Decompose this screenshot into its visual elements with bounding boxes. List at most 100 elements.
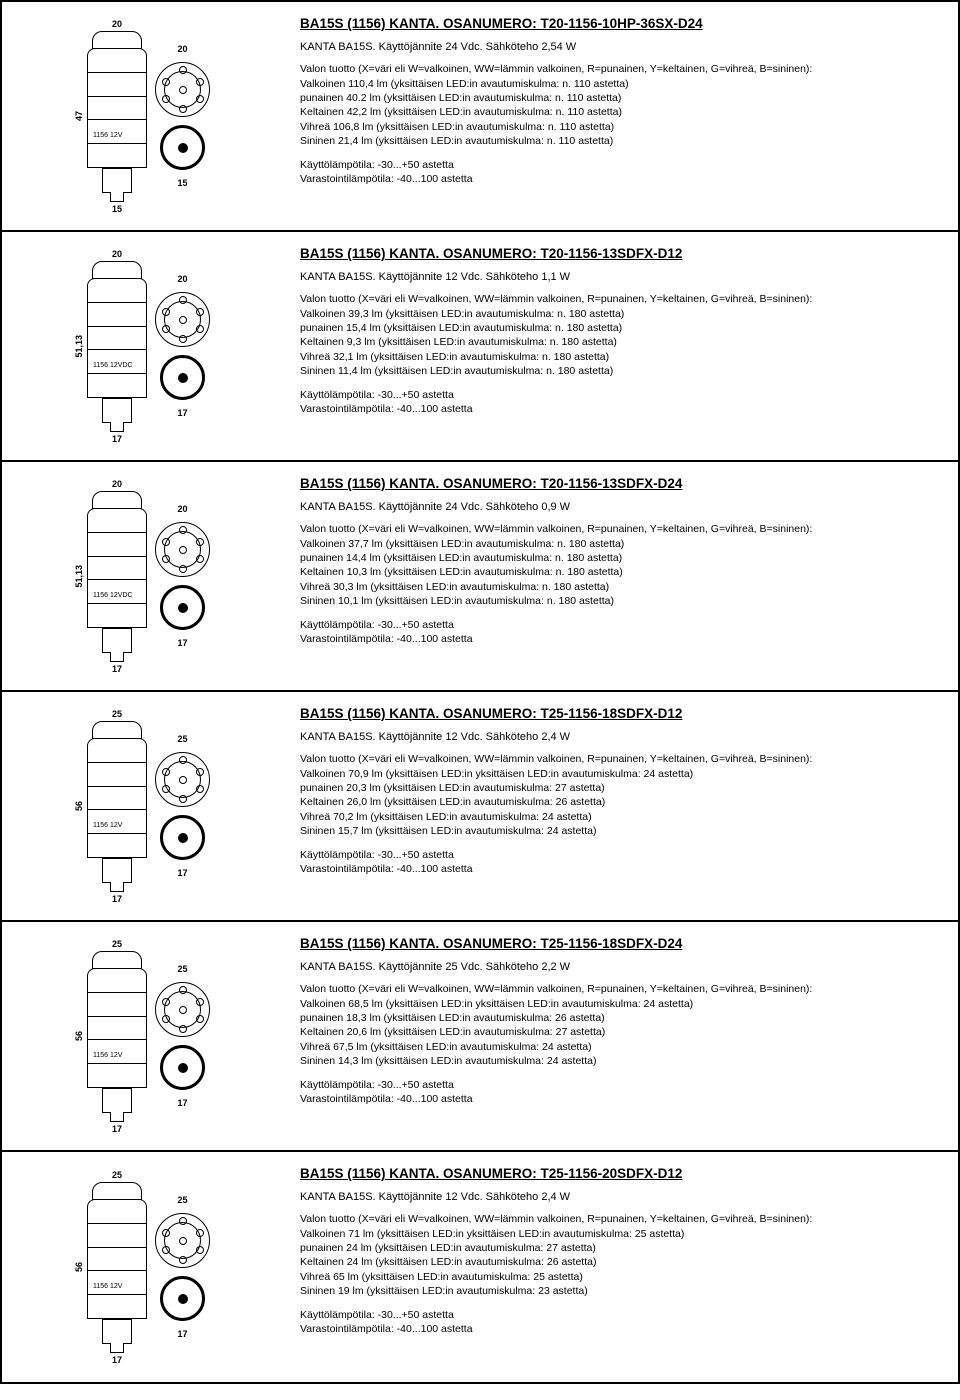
color-legend: Valon tuotto (X=väri eli W=valkoinen, WW… — [300, 523, 940, 535]
dimension-width: 25 — [112, 709, 122, 719]
lumen-line: Vihreä 30,3 lm (yksittäisen LED:in avaut… — [300, 580, 940, 594]
color-legend: Valon tuotto (X=väri eli W=valkoinen, WW… — [300, 753, 940, 765]
lumen-line: punainen 40.2 lm (yksittäisen LED:in ava… — [300, 91, 940, 105]
bulb-model-label: 1156 12V — [93, 1283, 122, 1290]
dimension-height: 56 — [74, 1031, 84, 1041]
product-diagram-cell: 51,13201156 12VDC172017 — [2, 462, 282, 690]
lumen-list: Valkoinen 71 lm (yksittäisen LED:in yksi… — [300, 1227, 940, 1298]
product-subtitle: KANTA BA15S. Käyttöjännite 12 Vdc. Sähkö… — [300, 271, 940, 283]
product-subtitle: KANTA BA15S. Käyttöjännite 24 Vdc. Sähkö… — [300, 41, 940, 53]
lumen-list: Valkoinen 68,5 lm (yksittäisen LED:in yk… — [300, 997, 940, 1068]
dimension-base-right: 17 — [177, 868, 187, 878]
product-diagram-cell: 51,13201156 12VDC172017 — [2, 232, 282, 460]
color-legend: Valon tuotto (X=väri eli W=valkoinen, WW… — [300, 983, 940, 995]
dimension-base-right: 17 — [177, 1329, 187, 1339]
product-text-cell: BA15S (1156) KANTA. OSANUMERO: T20-1156-… — [282, 2, 958, 230]
product-text-cell: BA15S (1156) KANTA. OSANUMERO: T20-1156-… — [282, 232, 958, 460]
lumen-line: punainen 18,3 lm (yksittäisen LED:in ava… — [300, 1011, 940, 1025]
lumen-line: Keltainen 42,2 lm (yksittäisen LED:in av… — [300, 105, 940, 119]
lumen-line: punainen 24 lm (yksittäisen LED:in avaut… — [300, 1241, 940, 1255]
bottom-view-icon — [160, 355, 205, 400]
product-text-cell: BA15S (1156) KANTA. OSANUMERO: T20-1156-… — [282, 462, 958, 690]
temperature-block: Käyttölämpötila: -30...+50 astettaVarast… — [300, 388, 940, 416]
product-row: 56251156 12V172517BA15S (1156) KANTA. OS… — [2, 922, 958, 1152]
product-diagram-cell: 56251156 12V172517 — [2, 922, 282, 1150]
bottom-view-icon — [160, 1276, 205, 1321]
dimension-base: 17 — [112, 664, 122, 674]
storage-temp: Varastointilämpötila: -40...100 astetta — [300, 632, 940, 646]
lumen-line: Vihreä 106,8 lm (yksittäisen LED:in avau… — [300, 120, 940, 134]
product-row: 56251156 12V172517BA15S (1156) KANTA. OS… — [2, 1152, 958, 1382]
dimension-width-right: 25 — [177, 964, 187, 974]
top-view-icon — [155, 1213, 210, 1268]
top-view-icon — [155, 62, 210, 117]
operating-temp: Käyttölämpötila: -30...+50 astetta — [300, 618, 940, 632]
dimension-width-right: 25 — [177, 734, 187, 744]
lumen-list: Valkoinen 70,9 lm (yksittäisen LED:in yk… — [300, 767, 940, 838]
dimension-width-right: 20 — [177, 504, 187, 514]
dimension-width-right: 20 — [177, 274, 187, 284]
product-text-cell: BA15S (1156) KANTA. OSANUMERO: T25-1156-… — [282, 692, 958, 920]
dimension-base-right: 17 — [177, 408, 187, 418]
product-title: BA15S (1156) KANTA. OSANUMERO: T20-1156-… — [300, 16, 940, 31]
storage-temp: Varastointilämpötila: -40...100 astetta — [300, 172, 940, 186]
lumen-line: punainen 15,4 lm (yksittäisen LED:in ava… — [300, 321, 940, 335]
temperature-block: Käyttölämpötila: -30...+50 astettaVarast… — [300, 1078, 940, 1106]
lumen-line: Keltainen 10,3 lm (yksittäisen LED:in av… — [300, 565, 940, 579]
lumen-line: Keltainen 26,0 lm (yksittäisen LED:in av… — [300, 795, 940, 809]
dimension-width: 20 — [112, 19, 122, 29]
dimension-width: 25 — [112, 1170, 122, 1180]
product-text-cell: BA15S (1156) KANTA. OSANUMERO: T25-1156-… — [282, 922, 958, 1150]
temperature-block: Käyttölämpötila: -30...+50 astettaVarast… — [300, 158, 940, 186]
dimension-width-right: 20 — [177, 44, 187, 54]
lumen-line: Keltainen 20,6 lm (yksittäisen LED:in av… — [300, 1025, 940, 1039]
top-view-icon — [155, 982, 210, 1037]
storage-temp: Varastointilämpötila: -40...100 astetta — [300, 1092, 940, 1106]
lumen-line: Vihreä 32,1 lm (yksittäisen LED:in avaut… — [300, 350, 940, 364]
storage-temp: Varastointilämpötila: -40...100 astetta — [300, 402, 940, 416]
top-view-icon — [155, 292, 210, 347]
bottom-view-icon — [160, 125, 205, 170]
dimension-width: 25 — [112, 939, 122, 949]
top-view-icon — [155, 752, 210, 807]
product-catalog: 47201156 12V152015BA15S (1156) KANTA. OS… — [0, 0, 960, 1384]
bulb-model-label: 1156 12V — [93, 132, 122, 139]
product-subtitle: KANTA BA15S. Käyttöjännite 12 Vdc. Sähkö… — [300, 731, 940, 743]
operating-temp: Käyttölämpötila: -30...+50 astetta — [300, 1078, 940, 1092]
lumen-line: Valkoinen 110,4 lm (yksittäisen LED:in a… — [300, 77, 940, 91]
bottom-view-icon — [160, 585, 205, 630]
lumen-line: Valkoinen 39,3 lm (yksittäisen LED:in av… — [300, 307, 940, 321]
lumen-line: Sininen 14,3 lm (yksittäisen LED:in avau… — [300, 1054, 940, 1068]
product-row: 51,13201156 12VDC172017BA15S (1156) KANT… — [2, 462, 958, 692]
product-subtitle: KANTA BA15S. Käyttöjännite 25 Vdc. Sähkö… — [300, 961, 940, 973]
product-diagram-cell: 47201156 12V152015 — [2, 2, 282, 230]
lumen-line: Vihreä 70,2 lm (yksittäisen LED:in avaut… — [300, 810, 940, 824]
lumen-line: punainen 14,4 lm (yksittäisen LED:in ava… — [300, 551, 940, 565]
lumen-line: Keltainen 9,3 lm (yksittäisen LED:in ava… — [300, 335, 940, 349]
bottom-view-icon — [160, 1045, 205, 1090]
dimension-height: 56 — [74, 1262, 84, 1272]
lumen-list: Valkoinen 37,7 lm (yksittäisen LED:in av… — [300, 537, 940, 608]
lumen-line: Sininen 21,4 lm (yksittäisen LED:in avau… — [300, 134, 940, 148]
dimension-height: 51,13 — [74, 335, 84, 358]
dimension-base-right: 17 — [177, 638, 187, 648]
product-row: 51,13201156 12VDC172017BA15S (1156) KANT… — [2, 232, 958, 462]
color-legend: Valon tuotto (X=väri eli W=valkoinen, WW… — [300, 293, 940, 305]
product-diagram-cell: 56251156 12V172517 — [2, 1152, 282, 1382]
lumen-line: Keltainen 24 lm (yksittäisen LED:in avau… — [300, 1255, 940, 1269]
dimension-base: 17 — [112, 1124, 122, 1134]
bottom-view-icon — [160, 815, 205, 860]
dimension-base: 17 — [112, 1355, 122, 1365]
dimension-height: 56 — [74, 801, 84, 811]
bulb-model-label: 1156 12V — [93, 822, 122, 829]
dimension-base-right: 15 — [177, 178, 187, 188]
lumen-line: Sininen 19 lm (yksittäisen LED:in avautu… — [300, 1284, 940, 1298]
color-legend: Valon tuotto (X=väri eli W=valkoinen, WW… — [300, 1213, 940, 1225]
bulb-model-label: 1156 12VDC — [93, 592, 133, 599]
operating-temp: Käyttölämpötila: -30...+50 astetta — [300, 388, 940, 402]
product-subtitle: KANTA BA15S. Käyttöjännite 24 Vdc. Sähkö… — [300, 501, 940, 513]
dimension-height: 51,13 — [74, 565, 84, 588]
dimension-base: 17 — [112, 434, 122, 444]
product-title: BA15S (1156) KANTA. OSANUMERO: T25-1156-… — [300, 936, 940, 951]
lumen-line: Valkoinen 68,5 lm (yksittäisen LED:in yk… — [300, 997, 940, 1011]
